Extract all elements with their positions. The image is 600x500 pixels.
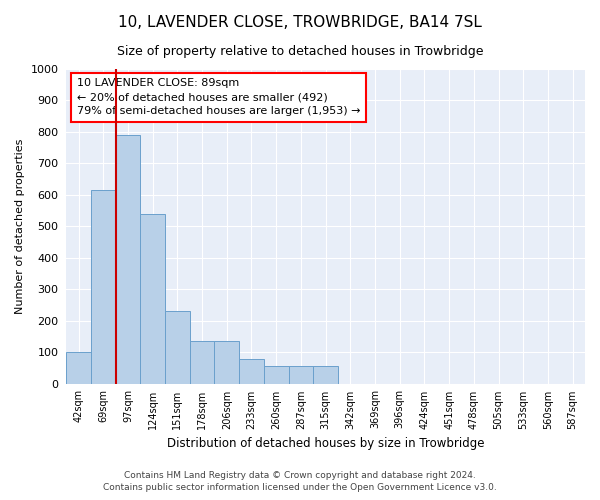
Bar	[116, 135, 140, 384]
Bar	[190, 341, 214, 384]
Bar	[66, 352, 91, 384]
Text: Size of property relative to detached houses in Trowbridge: Size of property relative to detached ho…	[117, 45, 483, 58]
Bar	[313, 366, 338, 384]
Text: Contains HM Land Registry data © Crown copyright and database right 2024.
Contai: Contains HM Land Registry data © Crown c…	[103, 471, 497, 492]
Bar	[289, 366, 313, 384]
X-axis label: Distribution of detached houses by size in Trowbridge: Distribution of detached houses by size …	[167, 437, 484, 450]
Bar	[264, 366, 289, 384]
Y-axis label: Number of detached properties: Number of detached properties	[15, 138, 25, 314]
Bar	[214, 341, 239, 384]
Bar	[91, 190, 116, 384]
Bar	[239, 358, 264, 384]
Text: 10, LAVENDER CLOSE, TROWBRIDGE, BA14 7SL: 10, LAVENDER CLOSE, TROWBRIDGE, BA14 7SL	[118, 15, 482, 30]
Bar	[140, 214, 165, 384]
Bar	[165, 312, 190, 384]
Text: 10 LAVENDER CLOSE: 89sqm
← 20% of detached houses are smaller (492)
79% of semi-: 10 LAVENDER CLOSE: 89sqm ← 20% of detach…	[77, 78, 360, 116]
